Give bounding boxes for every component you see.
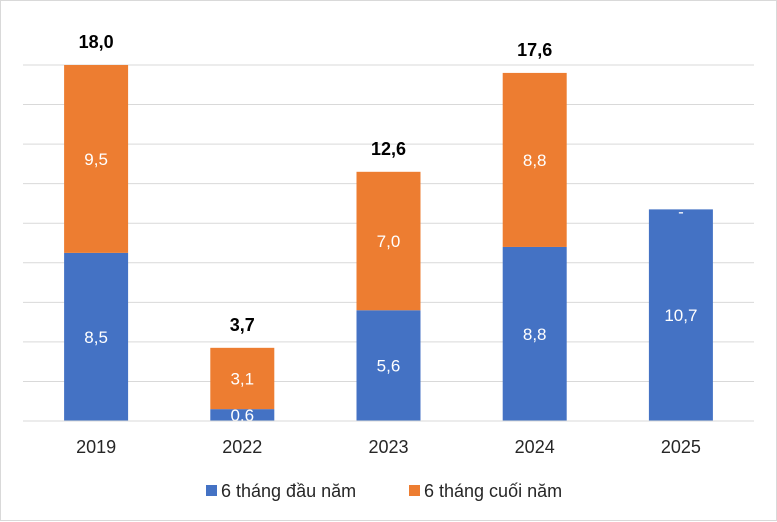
- total-label: 17,6: [517, 40, 552, 60]
- data-label: 0,6: [230, 406, 254, 425]
- x-tick-label: 2019: [76, 437, 116, 457]
- bar-second-half: [210, 347, 275, 410]
- total-label: 18,0: [79, 32, 114, 52]
- x-tick-label: 2025: [661, 437, 701, 457]
- legend-swatch-second-half: [409, 485, 420, 496]
- total-label: 3,7: [230, 315, 255, 335]
- bar-first-half: [648, 209, 713, 421]
- legend-label: 6 tháng cuối năm: [424, 481, 562, 501]
- legend-label: 6 tháng đầu năm: [221, 481, 356, 501]
- data-label: 8,8: [523, 325, 547, 344]
- bar-second-half: [64, 65, 129, 253]
- data-label: 8,8: [523, 151, 547, 170]
- bar-second-half: [356, 171, 421, 311]
- bar-second-half: [502, 72, 567, 247]
- bar-first-half: [210, 409, 275, 421]
- data-label: 5,6: [377, 357, 401, 376]
- bar-first-half: [356, 310, 421, 421]
- x-axis-ticks: 2019 2022 2023 2024 2025: [76, 437, 701, 457]
- x-tick-label: 2023: [368, 437, 408, 457]
- legend: 6 tháng đầu năm 6 tháng cuối năm: [206, 481, 562, 501]
- x-tick-label: 2024: [515, 437, 555, 457]
- total-label: 12,6: [371, 139, 406, 159]
- total-labels: 18,0 3,7 12,6 17,6: [79, 32, 553, 335]
- bar-first-half: [502, 246, 567, 421]
- bars: [64, 65, 713, 421]
- data-label: 9,5: [84, 150, 108, 169]
- legend-swatch-first-half: [206, 485, 217, 496]
- data-label: 10,7: [664, 306, 697, 325]
- data-label: -: [678, 202, 684, 221]
- bar-first-half: [64, 252, 129, 421]
- data-label: 3,1: [230, 369, 254, 388]
- data-label: 8,5: [84, 328, 108, 347]
- x-tick-label: 2022: [222, 437, 262, 457]
- data-label: 7,0: [377, 232, 401, 251]
- data-labels: 8,5 9,5 0,6 3,1 5,6 7,0 8,8 8,8 10,7 -: [84, 150, 697, 425]
